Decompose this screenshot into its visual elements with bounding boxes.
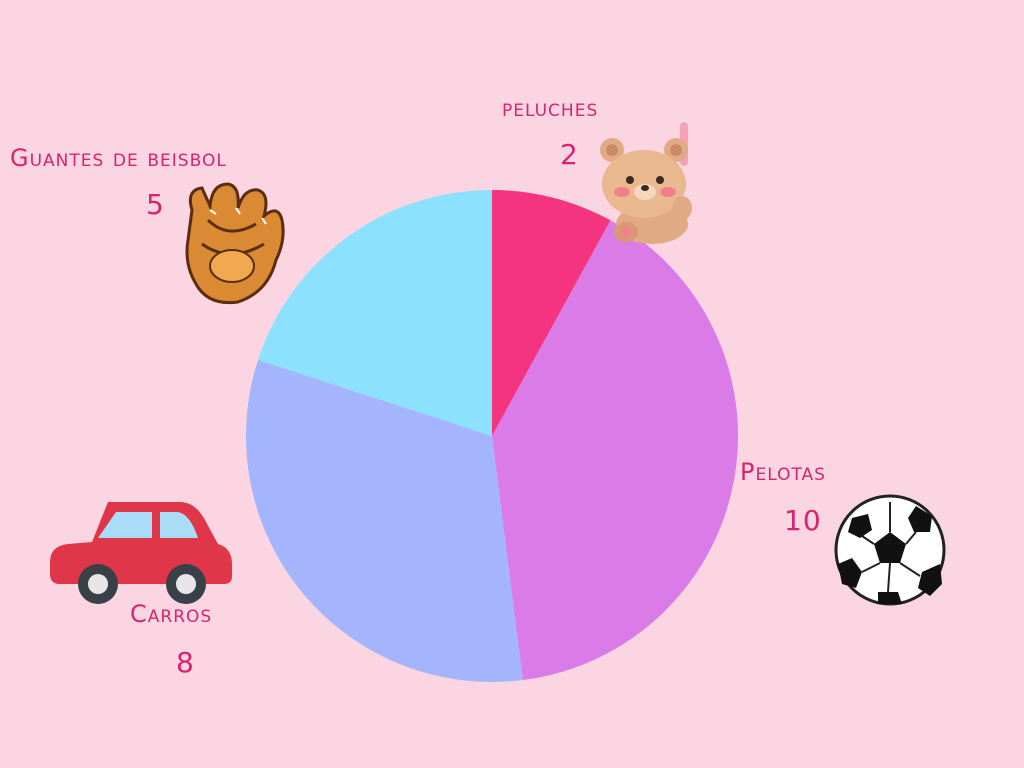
label-guantes: Guantes de beisbol	[10, 144, 227, 172]
pie-slice-guantes-de-beisbol	[258, 190, 492, 436]
soccer-ball-icon	[834, 494, 946, 606]
value-pelotas: 10	[784, 504, 822, 537]
label-pelotas: Pelotas	[740, 458, 826, 486]
baseball-glove-icon	[185, 182, 285, 305]
value-carros: 8	[176, 646, 195, 679]
value-guantes: 5	[146, 188, 165, 221]
label-carros: Carros	[130, 600, 213, 628]
pie-slice-peluches	[492, 190, 611, 436]
pie-slice-carros	[245, 359, 523, 682]
teddy-bear-icon	[600, 122, 692, 244]
value-peluches: 2	[560, 138, 579, 171]
pie-slice-pelotas	[492, 220, 738, 681]
pie-slices	[245, 190, 738, 682]
red-car-icon	[50, 502, 232, 604]
label-peluches: peluches	[502, 94, 599, 122]
